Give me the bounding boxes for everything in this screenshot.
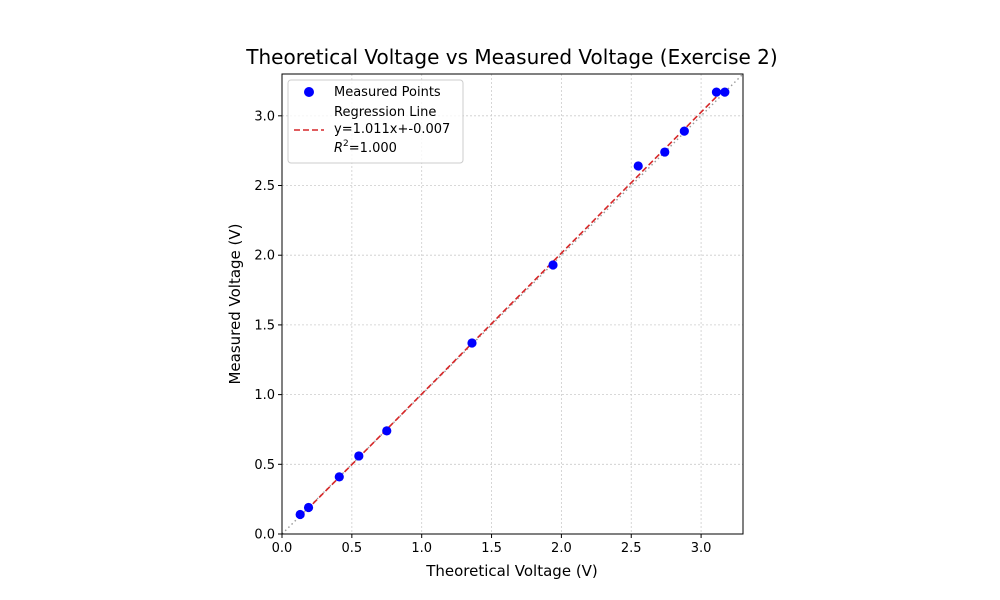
y-tick-label: 1.0 (254, 388, 275, 403)
legend-box (287, 79, 464, 164)
x-tick-label: 2.5 (621, 541, 642, 556)
legend-regression-equation: y=1.011x+-0.007 (334, 122, 450, 137)
legend-r-squared: R2=1.000 (334, 139, 397, 156)
y-tick-label: 1.5 (254, 318, 275, 333)
legend-label-measured: Measured Points (334, 85, 441, 100)
data-point (660, 147, 670, 157)
legend-marker-measured (304, 87, 314, 97)
data-point (303, 502, 314, 513)
data-point (548, 260, 558, 270)
x-tick-label: 0.0 (272, 541, 293, 556)
legend-label-regression: Regression Line (334, 105, 436, 120)
y-tick-label: 0.5 (254, 458, 275, 473)
y-axis-ticks: 0.0 0.5 1.0 1.5 2.0 2.5 3.0 (254, 109, 282, 543)
data-point (467, 338, 477, 348)
r-squared-value: =1.000 (349, 141, 397, 156)
x-tick-label: 1.0 (411, 541, 432, 556)
data-point (711, 87, 722, 97)
data-point (354, 451, 364, 461)
x-tick-label: 0.5 (342, 541, 363, 556)
y-axis-label: Measured Voltage (V) (226, 223, 244, 384)
chart-title: Theoretical Voltage vs Measured Voltage … (245, 45, 777, 69)
regression-line (299, 87, 726, 518)
r-squared-superscript: 2 (343, 139, 349, 149)
data-point (295, 509, 305, 520)
data-point (334, 472, 344, 482)
x-tick-label: 2.0 (551, 541, 572, 556)
y-tick-label: 2.5 (254, 179, 275, 194)
x-tick-label: 3.0 (691, 541, 712, 556)
measured-points (295, 87, 730, 520)
data-point (382, 426, 392, 436)
data-point (679, 126, 689, 136)
y-tick-label: 2.0 (254, 249, 275, 264)
data-point (633, 161, 643, 171)
y-tick-label: 3.0 (254, 109, 275, 124)
x-tick-label: 1.5 (481, 541, 502, 556)
legend: Measured Points Regression Line y=1.011x… (287, 79, 464, 164)
x-axis-label: Theoretical Voltage (V) (425, 562, 598, 580)
x-axis-ticks: 0.0 0.5 1.0 1.5 2.0 2.5 3.0 (272, 534, 712, 556)
r-squared-symbol: R (334, 141, 343, 156)
data-point (720, 87, 730, 97)
y-tick-label: 0.0 (254, 528, 275, 543)
plot-area-frame (281, 73, 744, 535)
